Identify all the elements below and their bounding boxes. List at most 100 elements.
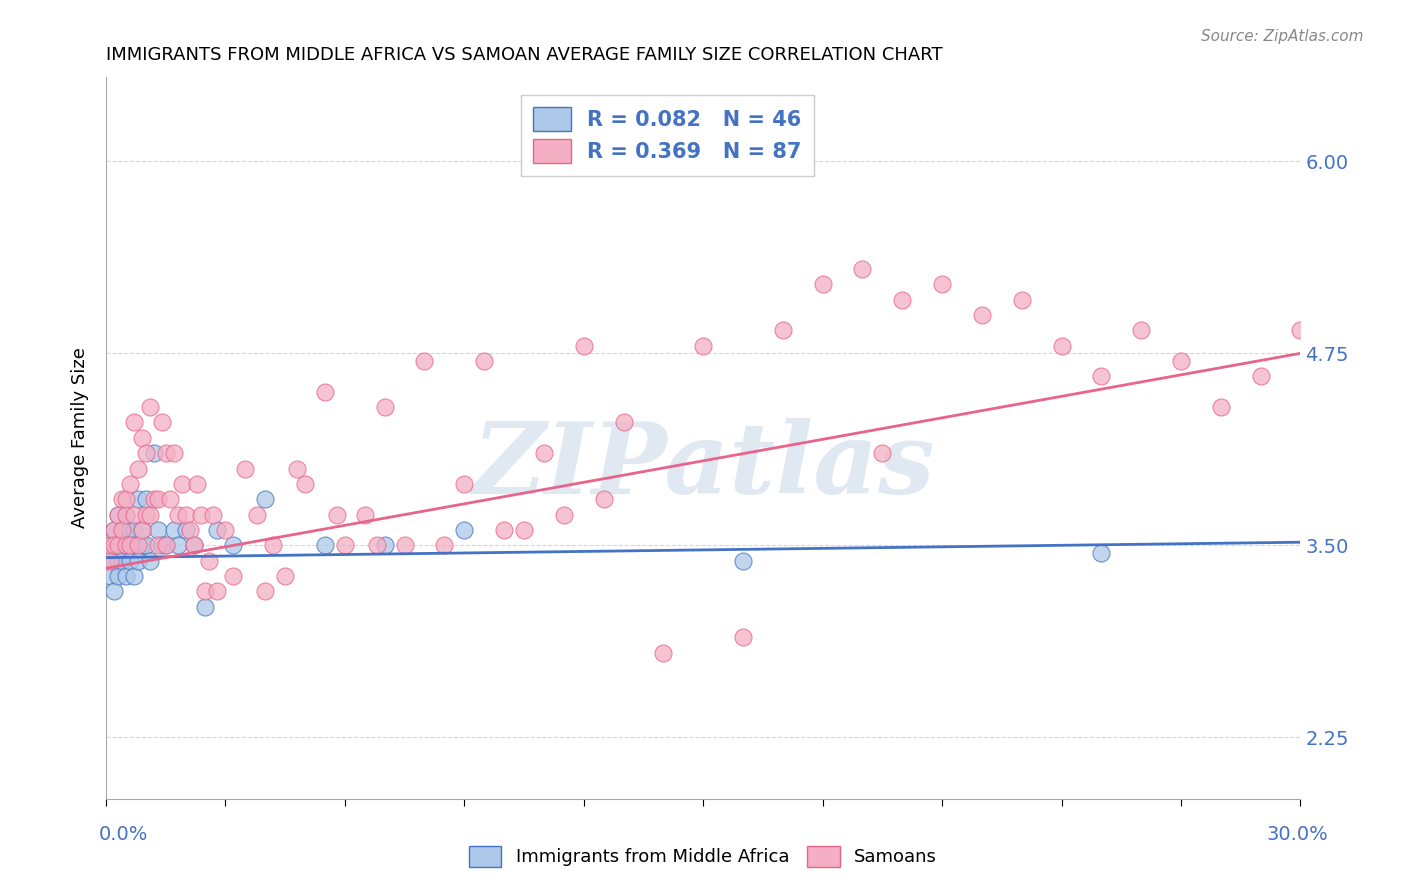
Point — [353, 508, 375, 522]
Y-axis label: Average Family Size: Average Family Size — [72, 347, 89, 528]
Point — [166, 538, 188, 552]
Point — [118, 538, 141, 552]
Point — [190, 508, 212, 522]
Text: Source: ZipAtlas.com: Source: ZipAtlas.com — [1201, 29, 1364, 44]
Point — [135, 446, 157, 460]
Point — [731, 554, 754, 568]
Point — [114, 538, 136, 552]
Point — [98, 569, 121, 583]
Point — [186, 476, 208, 491]
Point — [572, 338, 595, 352]
Text: 0.0%: 0.0% — [98, 824, 148, 844]
Point — [513, 523, 536, 537]
Point — [138, 508, 160, 522]
Point — [127, 461, 149, 475]
Point — [333, 538, 356, 552]
Point — [162, 446, 184, 460]
Point — [314, 384, 336, 399]
Point — [107, 569, 129, 583]
Point — [107, 508, 129, 522]
Point — [170, 476, 193, 491]
Point — [135, 492, 157, 507]
Point — [131, 431, 153, 445]
Point — [138, 554, 160, 568]
Point — [222, 538, 245, 552]
Point — [1011, 293, 1033, 307]
Point — [1170, 354, 1192, 368]
Point — [652, 646, 675, 660]
Point — [138, 400, 160, 414]
Legend: R = 0.082   N = 46, R = 0.369   N = 87: R = 0.082 N = 46, R = 0.369 N = 87 — [520, 95, 814, 176]
Point — [146, 492, 169, 507]
Point — [118, 476, 141, 491]
Point — [413, 354, 436, 368]
Point — [254, 584, 277, 599]
Point — [103, 554, 125, 568]
Point — [118, 523, 141, 537]
Point — [254, 492, 277, 507]
Point — [872, 446, 894, 460]
Point — [1050, 338, 1073, 352]
Point — [772, 323, 794, 337]
Point — [246, 508, 269, 522]
Point — [111, 538, 134, 552]
Point — [127, 538, 149, 552]
Point — [127, 492, 149, 507]
Point — [285, 461, 308, 475]
Point — [891, 293, 914, 307]
Point — [114, 508, 136, 522]
Point — [194, 599, 217, 614]
Point — [135, 508, 157, 522]
Point — [98, 538, 121, 552]
Point — [111, 523, 134, 537]
Point — [122, 538, 145, 552]
Point — [103, 523, 125, 537]
Point — [294, 476, 316, 491]
Point — [155, 446, 177, 460]
Point — [194, 584, 217, 599]
Point — [150, 416, 173, 430]
Point — [394, 538, 416, 552]
Point — [159, 492, 181, 507]
Point — [453, 476, 475, 491]
Point — [127, 554, 149, 568]
Point — [233, 461, 256, 475]
Point — [326, 508, 349, 522]
Point — [970, 308, 993, 322]
Point — [931, 277, 953, 292]
Point — [1130, 323, 1153, 337]
Point — [262, 538, 284, 552]
Point — [472, 354, 495, 368]
Point — [155, 538, 177, 552]
Point — [1090, 546, 1112, 560]
Point — [314, 538, 336, 552]
Point — [1090, 369, 1112, 384]
Point — [114, 523, 136, 537]
Point — [374, 538, 396, 552]
Point — [214, 523, 236, 537]
Point — [453, 523, 475, 537]
Point — [179, 523, 201, 537]
Point — [135, 538, 157, 552]
Point — [103, 523, 125, 537]
Point — [131, 538, 153, 552]
Point — [107, 554, 129, 568]
Point — [731, 631, 754, 645]
Point — [553, 508, 575, 522]
Point — [851, 261, 873, 276]
Point — [592, 492, 614, 507]
Point — [107, 508, 129, 522]
Point — [118, 538, 141, 552]
Point — [366, 538, 388, 552]
Point — [198, 554, 221, 568]
Point — [207, 523, 229, 537]
Point — [174, 523, 197, 537]
Point — [692, 338, 714, 352]
Point — [111, 554, 134, 568]
Point — [207, 584, 229, 599]
Point — [146, 523, 169, 537]
Point — [114, 538, 136, 552]
Point — [274, 569, 297, 583]
Point — [122, 508, 145, 522]
Point — [103, 538, 125, 552]
